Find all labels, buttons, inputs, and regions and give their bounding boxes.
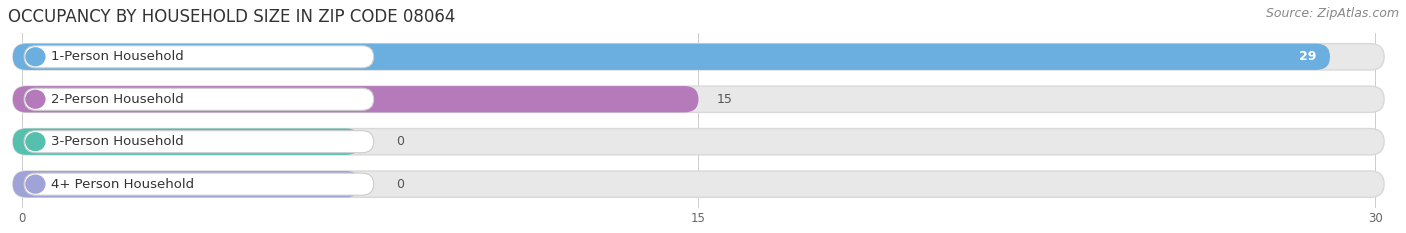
Circle shape xyxy=(25,133,45,151)
FancyBboxPatch shape xyxy=(24,46,374,68)
FancyBboxPatch shape xyxy=(13,86,1384,112)
FancyBboxPatch shape xyxy=(13,44,1330,70)
Text: 0: 0 xyxy=(396,178,405,191)
FancyBboxPatch shape xyxy=(13,171,360,197)
FancyBboxPatch shape xyxy=(13,129,1384,155)
Text: 4+ Person Household: 4+ Person Household xyxy=(51,178,194,191)
Circle shape xyxy=(25,48,45,66)
FancyBboxPatch shape xyxy=(24,88,374,110)
Text: 1-Person Household: 1-Person Household xyxy=(51,50,184,63)
FancyBboxPatch shape xyxy=(24,131,374,153)
Text: 0: 0 xyxy=(396,135,405,148)
Text: 29: 29 xyxy=(1299,50,1316,63)
FancyBboxPatch shape xyxy=(13,86,699,112)
Text: 15: 15 xyxy=(717,93,733,106)
FancyBboxPatch shape xyxy=(13,171,1384,197)
Circle shape xyxy=(25,90,45,108)
Text: 3-Person Household: 3-Person Household xyxy=(51,135,184,148)
FancyBboxPatch shape xyxy=(13,129,360,155)
Text: 2-Person Household: 2-Person Household xyxy=(51,93,184,106)
Text: OCCUPANCY BY HOUSEHOLD SIZE IN ZIP CODE 08064: OCCUPANCY BY HOUSEHOLD SIZE IN ZIP CODE … xyxy=(8,8,456,26)
FancyBboxPatch shape xyxy=(13,44,1384,70)
Circle shape xyxy=(25,175,45,193)
FancyBboxPatch shape xyxy=(24,173,374,195)
Text: Source: ZipAtlas.com: Source: ZipAtlas.com xyxy=(1265,7,1399,20)
